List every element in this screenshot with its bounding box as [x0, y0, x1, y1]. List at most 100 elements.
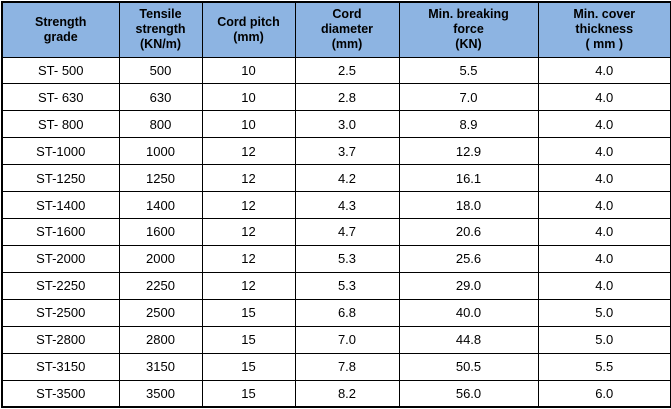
cell-cord-pitch: 10 [201, 110, 296, 139]
cell-tensile-strength: 1000 [118, 137, 203, 166]
cell-cord-pitch: 10 [201, 83, 296, 112]
cell-min-cover-thickness: 4.0 [537, 271, 671, 300]
cell-tensile-strength: 1600 [118, 218, 203, 246]
cell-min-breaking-force: 20.6 [398, 218, 539, 246]
cell-cord-diameter: 6.8 [294, 298, 400, 327]
cell-cord-diameter: 8.2 [294, 379, 400, 408]
table-row: ST- 630 630 10 2.8 7.0 4.0 [1, 83, 671, 112]
cell-strength-grade: ST-1000 [1, 137, 120, 166]
cell-cord-pitch: 12 [201, 244, 296, 273]
cell-cord-diameter: 5.3 [294, 244, 400, 273]
table-row: ST-2000 2000 12 5.3 25.6 4.0 [1, 244, 671, 273]
cell-min-cover-thickness: 6.0 [537, 379, 671, 408]
cell-tensile-strength: 3150 [118, 352, 203, 381]
cell-strength-grade: ST- 800 [1, 110, 120, 139]
cell-cord-diameter: 4.2 [294, 164, 400, 193]
cell-cord-pitch: 15 [201, 379, 296, 408]
cell-min-breaking-force: 50.5 [398, 352, 539, 381]
table-row: ST-1400 1400 12 4.3 18.0 4.0 [1, 191, 671, 220]
cell-strength-grade: ST-1600 [1, 218, 120, 246]
cell-min-breaking-force: 29.0 [398, 271, 539, 300]
column-header-strength-grade: Strength grade [1, 1, 120, 58]
table-row: ST-2250 2250 12 5.3 29.0 4.0 [1, 271, 671, 300]
cell-cord-diameter: 4.7 [294, 218, 400, 246]
cell-tensile-strength: 1400 [118, 191, 203, 220]
cell-min-breaking-force: 12.9 [398, 137, 539, 166]
cell-min-breaking-force: 16.1 [398, 164, 539, 193]
column-header-cord-pitch: Cord pitch (mm) [201, 1, 296, 58]
cell-min-cover-thickness: 4.0 [537, 164, 671, 193]
cell-tensile-strength: 3500 [118, 379, 203, 408]
cell-cord-pitch: 12 [201, 218, 296, 246]
cell-min-cover-thickness: 4.0 [537, 244, 671, 273]
column-header-min-cover-thickness: Min. cover thickness ( mm ) [537, 1, 671, 58]
cell-strength-grade: ST-2800 [1, 325, 120, 354]
cell-min-breaking-force: 25.6 [398, 244, 539, 273]
cell-tensile-strength: 2000 [118, 244, 203, 273]
cell-min-breaking-force: 40.0 [398, 298, 539, 327]
cell-strength-grade: ST-2500 [1, 298, 120, 327]
table-row: ST- 500 500 10 2.5 5.5 4.0 [1, 56, 671, 85]
cell-min-cover-thickness: 4.0 [537, 218, 671, 246]
cell-tensile-strength: 2800 [118, 325, 203, 354]
cell-min-cover-thickness: 4.0 [537, 191, 671, 220]
cell-cord-diameter: 7.0 [294, 325, 400, 354]
cell-cord-pitch: 12 [201, 164, 296, 193]
cell-cord-pitch: 15 [201, 298, 296, 327]
cell-tensile-strength: 1250 [118, 164, 203, 193]
cell-min-breaking-force: 56.0 [398, 379, 539, 408]
cell-min-breaking-force: 18.0 [398, 191, 539, 220]
column-header-min-breaking-force: Min. breaking force (KN) [398, 1, 539, 58]
cell-cord-diameter: 7.8 [294, 352, 400, 381]
table-header: Strength grade Tensile strength (KN/m) Cor… [1, 1, 671, 58]
cell-min-breaking-force: 44.8 [398, 325, 539, 354]
cell-cord-diameter: 2.5 [294, 56, 400, 85]
table-row: ST-2800 2800 15 7.0 44.8 5.0 [1, 325, 671, 354]
cell-cord-pitch: 15 [201, 325, 296, 354]
cell-tensile-strength: 630 [118, 83, 203, 112]
table-row: ST-1600 1600 12 4.7 20.6 4.0 [1, 218, 671, 246]
cell-cord-diameter: 5.3 [294, 271, 400, 300]
cell-strength-grade: ST-3150 [1, 352, 120, 381]
table-row: ST-2500 2500 15 6.8 40.0 5.0 [1, 298, 671, 327]
cell-cord-pitch: 15 [201, 352, 296, 381]
column-header-tensile-strength: Tensile strength (KN/m) [118, 1, 203, 58]
cell-cord-pitch: 10 [201, 56, 296, 85]
cell-min-cover-thickness: 4.0 [537, 110, 671, 139]
cell-min-cover-thickness: 4.0 [537, 83, 671, 112]
cell-min-cover-thickness: 5.0 [537, 325, 671, 354]
table-row: ST- 800 800 10 3.0 8.9 4.0 [1, 110, 671, 139]
table-row: ST-3500 3500 15 8.2 56.0 6.0 [1, 379, 671, 408]
cell-strength-grade: ST-2250 [1, 271, 120, 300]
table-body: ST- 500 500 10 2.5 5.5 4.0 ST- 630 630 10 2.8 7.0 4… [1, 56, 671, 408]
cell-cord-pitch: 12 [201, 191, 296, 220]
cell-tensile-strength: 800 [118, 110, 203, 139]
cell-min-breaking-force: 7.0 [398, 83, 539, 112]
cell-strength-grade: ST- 630 [1, 83, 120, 112]
cell-cord-diameter: 3.7 [294, 137, 400, 166]
cell-cord-diameter: 3.0 [294, 110, 400, 139]
cell-cord-diameter: 4.3 [294, 191, 400, 220]
cell-cord-pitch: 12 [201, 271, 296, 300]
table-row: ST-1000 1000 12 3.7 12.9 4.0 [1, 137, 671, 166]
header-row: Strength grade Tensile strength (KN/m) Cor… [1, 1, 671, 58]
cell-min-breaking-force: 5.5 [398, 56, 539, 85]
cell-min-cover-thickness: 5.0 [537, 298, 671, 327]
cell-tensile-strength: 500 [118, 56, 203, 85]
column-header-cord-diameter: Cord diameter (mm) [294, 1, 400, 58]
cell-strength-grade: ST-1400 [1, 191, 120, 220]
cell-min-cover-thickness: 5.5 [537, 352, 671, 381]
cell-tensile-strength: 2500 [118, 298, 203, 327]
cell-min-breaking-force: 8.9 [398, 110, 539, 139]
cell-strength-grade: ST- 500 [1, 56, 120, 85]
cell-strength-grade: ST-1250 [1, 164, 120, 193]
cell-min-cover-thickness: 4.0 [537, 56, 671, 85]
cell-cord-diameter: 2.8 [294, 83, 400, 112]
cell-tensile-strength: 2250 [118, 271, 203, 300]
cell-min-cover-thickness: 4.0 [537, 137, 671, 166]
table-row: ST-1250 1250 12 4.2 16.1 4.0 [1, 164, 671, 193]
table-row: ST-3150 3150 15 7.8 50.5 5.5 [1, 352, 671, 381]
cell-cord-pitch: 12 [201, 137, 296, 166]
cell-strength-grade: ST-2000 [1, 244, 120, 273]
